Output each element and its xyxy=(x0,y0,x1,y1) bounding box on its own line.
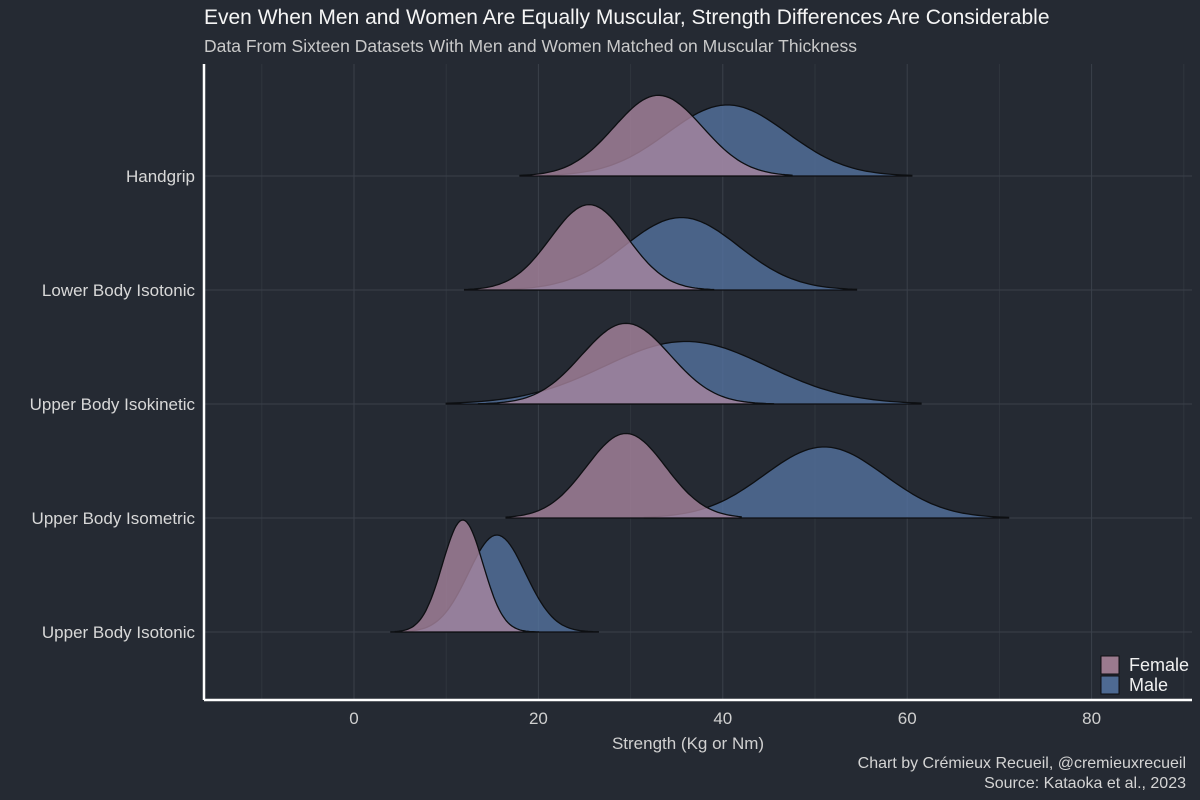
legend-swatch-female xyxy=(1100,655,1120,675)
ridge-female-handgrip xyxy=(519,94,793,177)
legend-label-female: Female xyxy=(1129,655,1189,675)
y-tick-label: Lower Body Isotonic xyxy=(42,281,196,300)
credit-source: Source: Kataoka et al., 2023 xyxy=(984,775,1186,792)
x-tick-label: 40 xyxy=(713,709,732,728)
chart-title: Even When Men and Women Are Equally Musc… xyxy=(204,6,1050,29)
x-tick-label: 0 xyxy=(349,709,358,728)
ridge-female-lower-body-isotonic xyxy=(463,203,715,291)
legend-label-male: Male xyxy=(1129,675,1168,695)
x-tick-label: 60 xyxy=(898,709,917,728)
x-axis-title: Strength (Kg or Nm) xyxy=(612,734,764,753)
y-tick-label: Upper Body Isotonic xyxy=(42,623,196,642)
x-tick-label: 80 xyxy=(1082,709,1101,728)
ridge-female-upper-body-isokinetic xyxy=(477,322,775,405)
ridge-female-upper-body-isotonic xyxy=(394,519,540,633)
credit-author: Chart by Crémieux Recueil, @cremieuxrecu… xyxy=(857,755,1186,772)
ridge-female-upper-body-isometric xyxy=(505,432,742,519)
y-tick-label: Upper Body Isometric xyxy=(32,509,196,528)
grid-lines xyxy=(204,64,1192,700)
y-tick-label: Upper Body Isokinetic xyxy=(30,395,196,414)
chart-subtitle: Data From Sixteen Datasets With Men and … xyxy=(204,36,857,56)
credit-block: Chart by Crémieux Recueil, @cremieuxrecu… xyxy=(858,754,1186,794)
x-tick-label: 20 xyxy=(529,709,548,728)
density-ridges xyxy=(390,94,1010,633)
legend-swatch-male xyxy=(1100,675,1120,695)
y-tick-label: Handgrip xyxy=(126,167,195,186)
axes: Handgrip Lower Body Isotonic Upper Body Is… xyxy=(30,64,1192,753)
